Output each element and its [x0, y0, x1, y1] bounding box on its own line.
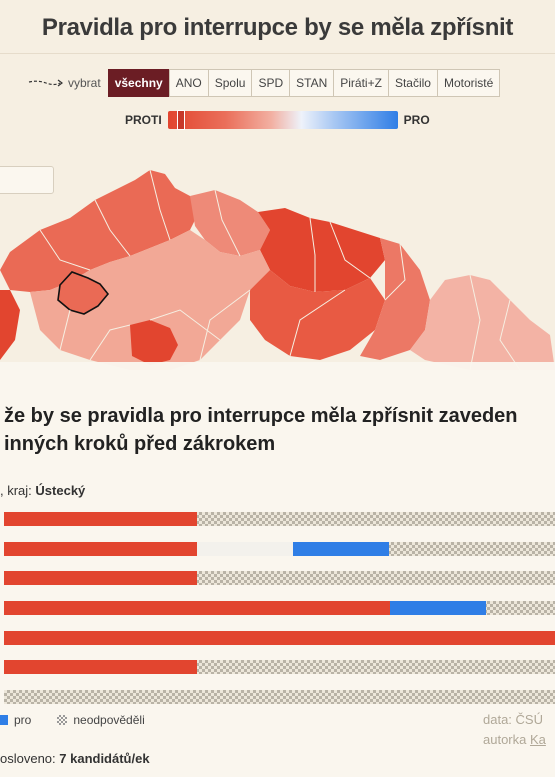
question-title-line1: že by se pravidla pro interrupce měla zp… [4, 405, 518, 427]
region-map[interactable] [0, 160, 555, 370]
bar-segment-proti [4, 660, 197, 675]
answer-legend: pro neodpověděli [0, 713, 145, 727]
pro-swatch [0, 715, 8, 725]
bar-segment-proti [4, 571, 197, 586]
scale-label-proti: PROTI [125, 113, 162, 127]
map-region-karlovarsky[interactable] [0, 290, 20, 360]
party-filter-bar: vybrat všechny ANO Spolu SPD STAN Piráti… [28, 69, 501, 97]
color-scale-legend: PROTI PRO [125, 110, 430, 130]
candidate-bar[interactable] [4, 690, 555, 705]
bar-segment-pro [389, 601, 487, 616]
contacted-value: 7 kandidátů/ek [59, 751, 150, 766]
question-title-line2: inných kroků před zákrokem [4, 433, 276, 455]
bar-segment-pro [292, 541, 390, 556]
pick-label: vybrat [68, 76, 101, 90]
region-name: Ústecký [35, 483, 86, 498]
legend-pro: pro [14, 713, 32, 727]
chip-spd[interactable]: SPD [251, 69, 291, 97]
map-region-ustecky[interactable] [0, 170, 200, 292]
chip-pirati-z[interactable]: Piráti+Z [333, 69, 389, 97]
map-region-moravskoslezsky[interactable] [410, 275, 555, 370]
bar-segment-proti [4, 541, 197, 556]
district-borders [39, 169, 521, 370]
candidate-bar[interactable] [4, 630, 555, 645]
author-prefix: autorka [483, 732, 530, 747]
credits: data: ČSÚ autorka Ka [483, 710, 546, 750]
divider [0, 53, 555, 54]
candidate-bar[interactable] [4, 541, 555, 556]
map-region-kralovehradecky[interactable] [258, 208, 385, 292]
candidate-bar[interactable] [4, 512, 555, 526]
map-region-olomoucky[interactable] [360, 238, 430, 360]
bar-segment-proti [4, 630, 555, 645]
map-region-vysocina[interactable] [130, 320, 178, 365]
map-region-liberecky[interactable] [190, 190, 270, 256]
bar-segment-proti [4, 601, 390, 616]
chip-motoriste[interactable]: Motoristé [436, 69, 501, 97]
chip-stacilo[interactable]: Stačilo [387, 69, 438, 97]
page-title: Pravidla pro interrupce by se měla zpřís… [41, 14, 514, 41]
scale-label-pro: PRO [403, 113, 430, 127]
candidate-bar[interactable] [4, 601, 555, 616]
chip-ano[interactable]: ANO [168, 69, 209, 97]
color-scale-bar [167, 110, 398, 130]
contacted-prefix: osloveno: [0, 751, 60, 766]
region-line: , kraj: Ústecký [0, 483, 85, 498]
candidate-bar[interactable] [4, 571, 555, 586]
candidate-bar[interactable] [4, 660, 555, 675]
scale-marker [176, 110, 185, 130]
chip-stan[interactable]: STAN [289, 69, 335, 97]
arrow-icon [28, 79, 63, 87]
legend-neodpovedeli: neodpověděli [73, 713, 145, 727]
pick-hint: vybrat [28, 76, 101, 90]
region-prefix: , kraj: [0, 483, 36, 498]
map-region-stredocesky[interactable] [30, 230, 270, 370]
data-source: data: ČSÚ [483, 712, 543, 727]
neodpovedeli-swatch [57, 715, 68, 725]
chip-vsechny[interactable]: všechny [107, 69, 170, 97]
map-region-praha[interactable] [57, 271, 110, 315]
chip-spolu[interactable]: Spolu [207, 69, 253, 97]
contacted-count: osloveno: 7 kandidátů/ek [0, 751, 150, 766]
bar-segment-proti [4, 512, 197, 526]
detail-panel [0, 362, 555, 777]
search-input[interactable] [0, 166, 54, 194]
candidate-bars [4, 512, 555, 720]
map-region-pardubicky[interactable] [250, 270, 385, 360]
author-link[interactable]: Ka [529, 732, 546, 747]
question-title: že by se pravidla pro interrupce měla zp… [4, 402, 555, 458]
bar-segment-neutral [196, 541, 293, 556]
